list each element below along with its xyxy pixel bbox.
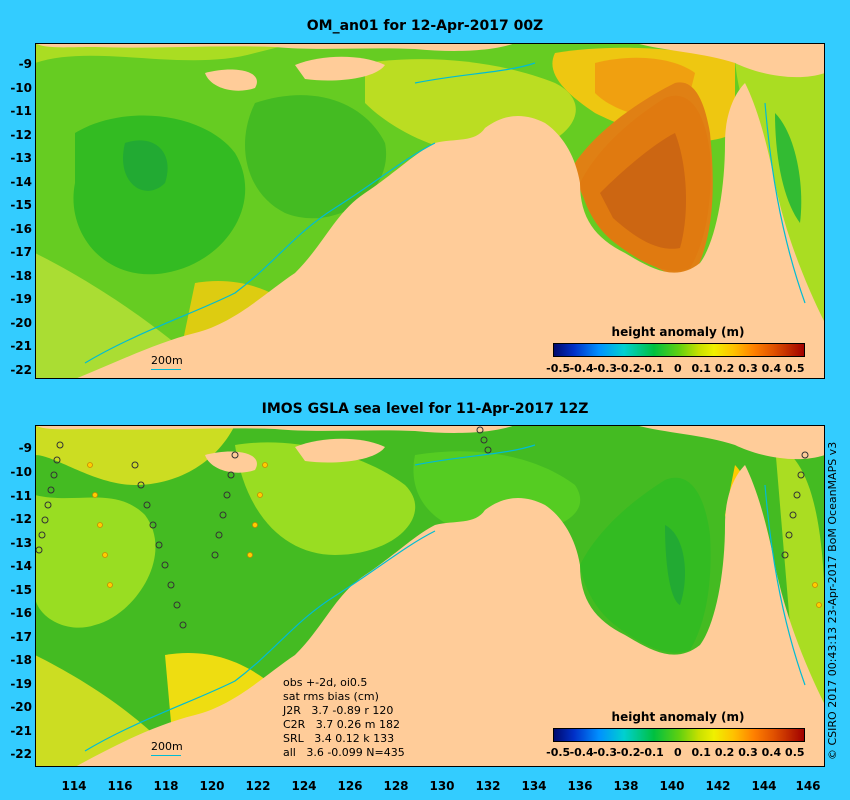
x-label: 140 xyxy=(659,779,685,793)
bottom-y-label: -9 xyxy=(18,441,32,455)
x-label: 142 xyxy=(705,779,731,793)
top-y-label: -12 xyxy=(10,128,32,142)
top-y-label: -22 xyxy=(10,363,32,377)
bottom-y-label: -18 xyxy=(10,653,32,667)
bottom-y-label: -19 xyxy=(10,677,32,691)
bottom-y-label: -12 xyxy=(10,512,32,526)
bottom-tick: -0.4 xyxy=(569,746,594,759)
x-label: 116 xyxy=(107,779,133,793)
top-isobath-label: 200m xyxy=(151,354,183,367)
bottom-y-label: -10 xyxy=(10,465,32,479)
bottom-colorbar xyxy=(553,728,805,742)
x-label: 134 xyxy=(521,779,547,793)
top-tick: -0.4 xyxy=(569,362,594,375)
top-tick: 0.2 xyxy=(714,362,735,375)
x-label: 122 xyxy=(245,779,271,793)
stats-line: C2R 3.7 0.26 m 182 xyxy=(283,718,400,731)
bottom-y-label: -21 xyxy=(10,724,32,738)
top-isobath-legend-line xyxy=(151,369,181,370)
top-map-graphic xyxy=(35,43,825,379)
credit-text: © CSIRO 2017 00:43:13 23-Apr-2017 BoM Oc… xyxy=(826,441,839,760)
bottom-map-graphic xyxy=(35,425,825,767)
x-label: 120 xyxy=(199,779,225,793)
top-tick: 0.3 xyxy=(738,362,758,375)
bottom-map-panel xyxy=(35,425,825,767)
top-tick: 0.1 xyxy=(691,362,711,375)
bottom-isobath-legend-line xyxy=(151,755,181,756)
bottom-y-label: -15 xyxy=(10,583,32,597)
top-y-label: -21 xyxy=(10,339,32,353)
bottom-tick: 0.3 xyxy=(738,746,758,759)
stats-line: obs +-2d, oi0.5 xyxy=(283,676,368,689)
top-colorbar xyxy=(553,343,805,357)
top-y-label: -17 xyxy=(10,245,32,259)
top-y-label: -14 xyxy=(10,175,32,189)
x-label: 128 xyxy=(383,779,409,793)
x-label: 118 xyxy=(153,779,179,793)
top-y-label: -11 xyxy=(10,104,32,118)
top-y-label: -13 xyxy=(10,151,32,165)
top-tick: 0.4 xyxy=(761,362,782,375)
bottom-legend-title: height anomaly (m) xyxy=(611,710,745,724)
bottom-tick: 0.1 xyxy=(691,746,711,759)
top-map-panel xyxy=(35,43,825,379)
bottom-tick: -0.1 xyxy=(639,746,664,759)
bottom-tick: 0.4 xyxy=(761,746,782,759)
bottom-tick: 0.5 xyxy=(785,746,805,759)
top-tick: -0.2 xyxy=(616,362,641,375)
stats-block: obs +-2d, oi0.5 sat rms bias (cm) J2R 3.… xyxy=(283,676,405,760)
stats-line: J2R 3.7 -0.89 r 120 xyxy=(283,704,394,717)
bottom-tick: 0 xyxy=(673,746,682,759)
x-label: 124 xyxy=(291,779,317,793)
stats-line: all 3.6 -0.099 N=435 xyxy=(283,746,405,759)
top-y-label: -19 xyxy=(10,292,32,306)
x-label: 126 xyxy=(337,779,363,793)
x-label: 138 xyxy=(613,779,639,793)
top-y-label: -9 xyxy=(18,57,32,71)
x-label: 130 xyxy=(429,779,455,793)
bottom-colorbar-ticks: -0.5 -0.4 -0.3 -0.2 -0.1 0 0.1 0.2 0.3 0… xyxy=(546,746,813,760)
stats-line: SRL 3.4 0.12 k 133 xyxy=(283,732,395,745)
top-tick: 0.5 xyxy=(785,362,805,375)
x-label: 144 xyxy=(751,779,777,793)
top-y-label: -15 xyxy=(10,198,32,212)
bottom-tick: -0.5 xyxy=(546,746,571,759)
top-map-title: OM_an01 for 12-Apr-2017 00Z xyxy=(306,18,544,34)
top-y-label: -16 xyxy=(10,222,32,236)
bottom-map-title: IMOS GSLA sea level for 11-Apr-2017 12Z xyxy=(261,401,589,417)
bottom-y-label: -13 xyxy=(10,536,32,550)
top-y-label: -10 xyxy=(10,81,32,95)
top-tick: -0.1 xyxy=(639,362,664,375)
bottom-y-label: -14 xyxy=(10,559,32,573)
top-tick: -0.5 xyxy=(546,362,571,375)
top-y-label: -20 xyxy=(10,316,32,330)
top-y-label: -18 xyxy=(10,269,32,283)
bottom-y-label: -11 xyxy=(10,489,32,503)
top-tick: -0.3 xyxy=(592,362,618,375)
top-tick: 0 xyxy=(673,362,682,375)
bottom-y-label: -22 xyxy=(10,747,32,761)
top-colorbar-ticks: -0.5 -0.4 -0.3 -0.2 -0.1 0 0.1 0.2 0.3 0… xyxy=(546,362,813,376)
bottom-y-label: -17 xyxy=(10,630,32,644)
bottom-tick: 0.2 xyxy=(714,746,735,759)
bottom-y-label: -16 xyxy=(10,606,32,620)
x-label: 136 xyxy=(567,779,593,793)
bottom-y-label: -20 xyxy=(10,700,32,714)
x-label: 114 xyxy=(61,779,87,793)
stats-line: sat rms bias (cm) xyxy=(283,690,379,703)
x-label: 146 xyxy=(795,779,821,793)
bottom-tick: -0.2 xyxy=(616,746,641,759)
bottom-tick: -0.3 xyxy=(592,746,618,759)
x-label: 132 xyxy=(475,779,501,793)
top-legend-title: height anomaly (m) xyxy=(611,325,745,339)
satellite-tracks xyxy=(35,426,809,629)
bottom-isobath-label: 200m xyxy=(151,740,183,753)
